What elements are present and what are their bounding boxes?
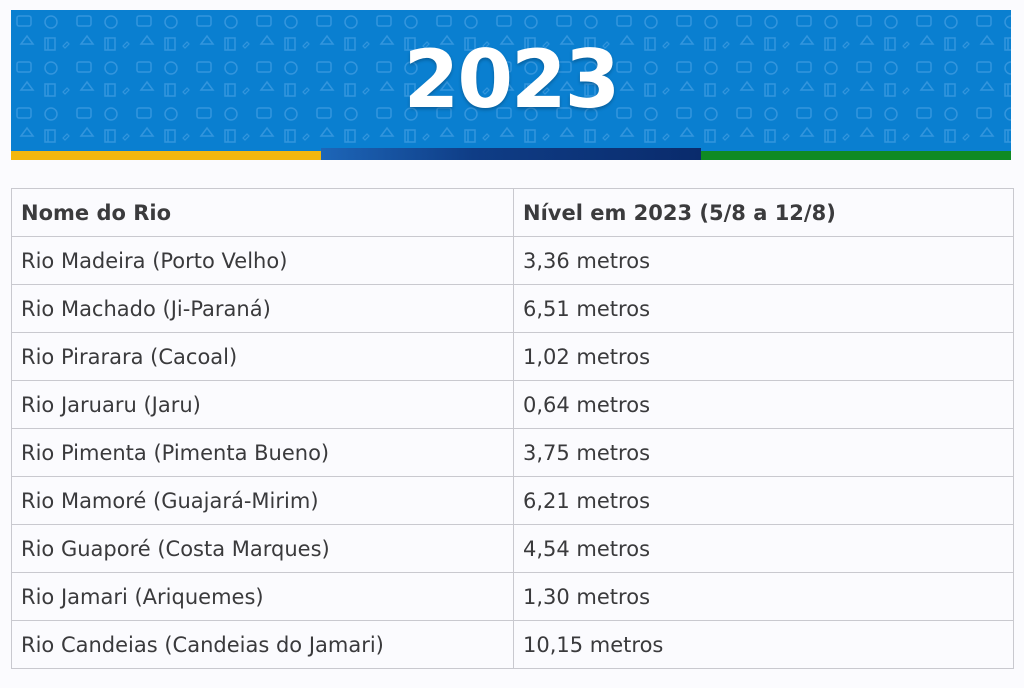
river-name-cell: Rio Guaporé (Costa Marques): [11, 524, 514, 573]
river-name-cell: Rio Machado (Ji-Paraná): [11, 284, 514, 333]
year-banner: 2023: [11, 10, 1011, 160]
river-level-cell: 3,36 metros: [513, 236, 1014, 285]
river-levels-table-container: Nome do Rio Nível em 2023 (5/8 a 12/8) R…: [11, 188, 1014, 669]
river-level-cell: 0,64 metros: [513, 380, 1014, 429]
header-river-name: Nome do Rio: [11, 188, 514, 237]
river-level-cell: 10,15 metros: [513, 620, 1014, 669]
river-name-cell: Rio Pirarara (Cacoal): [11, 332, 514, 381]
river-name-cell: Rio Madeira (Porto Velho): [11, 236, 514, 285]
river-level-cell: 3,75 metros: [513, 428, 1014, 477]
table-row: Rio Guaporé (Costa Marques) 4,54 metros: [11, 524, 1014, 573]
river-level-cell: 1,02 metros: [513, 332, 1014, 381]
river-name-cell: Rio Candeias (Candeias do Jamari): [11, 620, 514, 669]
table-row: Rio Jaruaru (Jaru) 0,64 metros: [11, 380, 1014, 429]
table-row: Rio Mamoré (Guajará-Mirim) 6,21 metros: [11, 476, 1014, 525]
river-name-cell: Rio Mamoré (Guajará-Mirim): [11, 476, 514, 525]
river-name-cell: Rio Jamari (Ariquemes): [11, 572, 514, 621]
table-row: Rio Pimenta (Pimenta Bueno) 3,75 metros: [11, 428, 1014, 477]
stripe-yellow: [11, 151, 321, 160]
table-row: Rio Madeira (Porto Velho) 3,36 metros: [11, 236, 1014, 285]
table-row: Rio Machado (Ji-Paraná) 6,51 metros: [11, 284, 1014, 333]
river-level-cell: 4,54 metros: [513, 524, 1014, 573]
table-row: Rio Jamari (Ariquemes) 1,30 metros: [11, 572, 1014, 621]
river-levels-table: Nome do Rio Nível em 2023 (5/8 a 12/8) R…: [11, 188, 1014, 669]
table-row: Rio Pirarara (Cacoal) 1,02 metros: [11, 332, 1014, 381]
river-level-cell: 1,30 metros: [513, 572, 1014, 621]
table-row: Rio Candeias (Candeias do Jamari) 10,15 …: [11, 620, 1014, 669]
river-name-cell: Rio Pimenta (Pimenta Bueno): [11, 428, 514, 477]
river-level-cell: 6,51 metros: [513, 284, 1014, 333]
header-level: Nível em 2023 (5/8 a 12/8): [513, 188, 1014, 237]
river-name-cell: Rio Jaruaru (Jaru): [11, 380, 514, 429]
table-header-row: Nome do Rio Nível em 2023 (5/8 a 12/8): [11, 188, 1014, 237]
stripe-blue: [321, 148, 701, 160]
banner-year-title: 2023: [403, 33, 621, 126]
river-level-cell: 6,21 metros: [513, 476, 1014, 525]
stripe-green: [701, 151, 1011, 160]
school-doodle-pattern: [11, 10, 1011, 148]
